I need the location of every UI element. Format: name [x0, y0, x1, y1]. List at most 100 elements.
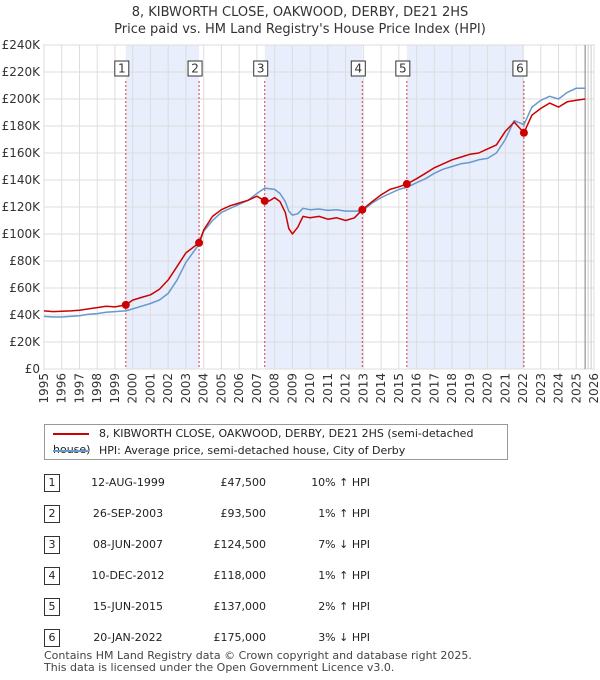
- sale-point: [195, 238, 204, 247]
- x-tick-label: 2018: [445, 373, 459, 404]
- x-tick-label: 2003: [179, 373, 193, 404]
- hpi-line: [43, 87, 586, 318]
- x-tick-label: 1996: [55, 373, 69, 404]
- transaction-price: £137,000: [213, 600, 267, 613]
- transaction-number: 6: [44, 629, 60, 647]
- chart-title-block: 8, KIBWORTH CLOSE, OAKWOOD, DERBY, DE21 …: [0, 4, 600, 38]
- series-lines: [43, 87, 586, 318]
- x-tick-label: 2026: [587, 373, 600, 404]
- legend-item-hpi: HPI: Average price, semi-detached house,…: [53, 443, 405, 459]
- transaction-date: 20-JAN-2022: [93, 631, 163, 644]
- legend-label-property: 8, KIBWORTH CLOSE, OAKWOOD, DERBY, DE21 …: [53, 427, 474, 456]
- y-axis-ticks: £0 £20K £40K £60K £80K £100K £120K £140K £160K £1…: [2, 38, 42, 376]
- sale-number-label: 6: [516, 62, 524, 76]
- sale-number-box: [350, 60, 366, 77]
- y-tick-label: £100K: [2, 227, 42, 241]
- table-row: 4 10-DEC-2012 £118,000 1% ↑ HPI: [44, 567, 444, 585]
- y-tick-label: £180K: [2, 119, 42, 133]
- transaction-price: £124,500: [213, 538, 267, 551]
- x-tick-label: 1997: [72, 373, 86, 404]
- x-tick-label: 2019: [463, 373, 477, 404]
- x-tick-label: 2009: [285, 373, 299, 404]
- sale-point: [358, 205, 367, 214]
- gridlines: [43, 44, 595, 370]
- x-tick-label: 2021: [498, 373, 512, 404]
- sale-marker-lines: [125, 81, 525, 369]
- transaction-date: 10-DEC-2012: [91, 569, 165, 582]
- transaction-date: 12-AUG-1999: [91, 476, 165, 489]
- x-tick-label: 2006: [232, 373, 246, 404]
- table-row: 1 12-AUG-1999 £47,500 10% ↑ HPI: [44, 474, 444, 492]
- y-tick-label: £140K: [2, 173, 42, 187]
- transaction-date: 26-SEP-2003: [92, 507, 164, 520]
- price-chart: 1 2 3 4 5 6 £0 £20K £40K £60K £80K £100K £120K £140K…: [2, 38, 600, 404]
- x-tick-label: 2015: [392, 373, 406, 404]
- y-tick-label: £20K: [9, 335, 41, 349]
- y-tick-label: £80K: [9, 254, 41, 268]
- chart-subtitle: Price paid vs. HM Land Registry's House …: [114, 22, 486, 37]
- y-tick-label: £0: [25, 362, 40, 376]
- footer-copyright: Contains HM Land Registry data © Crown c…: [44, 649, 472, 662]
- y-tick-label: £120K: [2, 200, 42, 214]
- transaction-number: 1: [44, 474, 60, 492]
- x-tick-label: 1998: [90, 373, 104, 404]
- y-tick-label: £240K: [2, 38, 42, 52]
- sale-point: [402, 180, 411, 189]
- legend: 8, KIBWORTH CLOSE, OAKWOOD, DERBY, DE21 …: [44, 424, 508, 460]
- x-tick-label: 2004: [197, 373, 211, 404]
- sale-number-box: [253, 60, 269, 77]
- x-tick-label: 2002: [161, 373, 175, 404]
- sale-point: [121, 300, 130, 309]
- sale-number-label: 2: [191, 62, 199, 76]
- x-tick-label: 2001: [143, 373, 157, 404]
- table-row: 2 26-SEP-2003 £93,500 1% ↑ HPI: [44, 505, 444, 523]
- property-line-swatch: [53, 433, 89, 435]
- x-tick-label: 2008: [268, 373, 282, 404]
- sale-number-box: [187, 60, 203, 77]
- table-row: 6 20-JAN-2022 £175,000 3% ↓ HPI: [44, 629, 444, 647]
- transaction-date: 15-JUN-2015: [92, 600, 164, 613]
- x-tick-label: 2007: [250, 373, 264, 404]
- sale-number-box: [395, 60, 411, 77]
- transaction-price: £47,500: [220, 476, 267, 489]
- x-tick-label: 2005: [214, 373, 228, 404]
- transaction-hpi: 1% ↑ HPI: [318, 507, 370, 520]
- sale-number-boxes: 1 2 3 4 5 6: [114, 60, 528, 77]
- y-tick-label: £60K: [9, 281, 41, 295]
- transaction-number: 5: [44, 598, 60, 616]
- y-tick-label: £220K: [2, 65, 42, 79]
- table-row: 5 15-JUN-2015 £137,000 2% ↑ HPI: [44, 598, 444, 616]
- transaction-number: 2: [44, 505, 60, 523]
- x-tick-label: 2025: [569, 373, 583, 404]
- transaction-price: £175,000: [213, 631, 267, 644]
- x-tick-label: 2000: [126, 373, 140, 404]
- transaction-date: 08-JUN-2007: [92, 538, 164, 551]
- transaction-price: £93,500: [220, 507, 267, 520]
- sale-point: [260, 196, 269, 205]
- legend-item-property: 8, KIBWORTH CLOSE, OAKWOOD, DERBY, DE21 …: [53, 426, 507, 456]
- y-tick-label: £200K: [2, 92, 42, 106]
- x-tick-label: 1999: [108, 373, 122, 404]
- x-tick-label: 2013: [356, 373, 370, 404]
- x-tick-label: 2024: [552, 373, 566, 404]
- x-tick-label: 2011: [321, 373, 335, 404]
- x-tick-label: 2010: [303, 373, 317, 404]
- transaction-number: 3: [44, 536, 60, 554]
- transaction-hpi: 1% ↑ HPI: [318, 569, 370, 582]
- x-axis-ticks: 1995 1996 1997 1998 1999 2000 2001 2002 2003 2004…: [37, 373, 600, 404]
- sale-number-label: 4: [354, 62, 362, 76]
- transaction-price: £118,000: [213, 569, 267, 582]
- chart-title: 8, KIBWORTH CLOSE, OAKWOOD, DERBY, DE21 …: [131, 5, 469, 20]
- sale-point: [519, 128, 528, 137]
- transaction-hpi: 2% ↑ HPI: [318, 600, 370, 613]
- hpi-line-swatch: [53, 450, 89, 452]
- y-tick-label: £160K: [2, 146, 42, 160]
- x-tick-label: 1995: [37, 373, 51, 404]
- footer: Contains HM Land Registry data © Crown c…: [44, 650, 472, 674]
- sale-number-label: 5: [399, 62, 407, 76]
- transaction-hpi: 7% ↓ HPI: [318, 538, 370, 551]
- x-tick-label: 2017: [427, 373, 441, 404]
- x-tick-label: 2022: [516, 373, 530, 404]
- property-line: [43, 98, 586, 313]
- x-tick-label: 2023: [534, 373, 548, 404]
